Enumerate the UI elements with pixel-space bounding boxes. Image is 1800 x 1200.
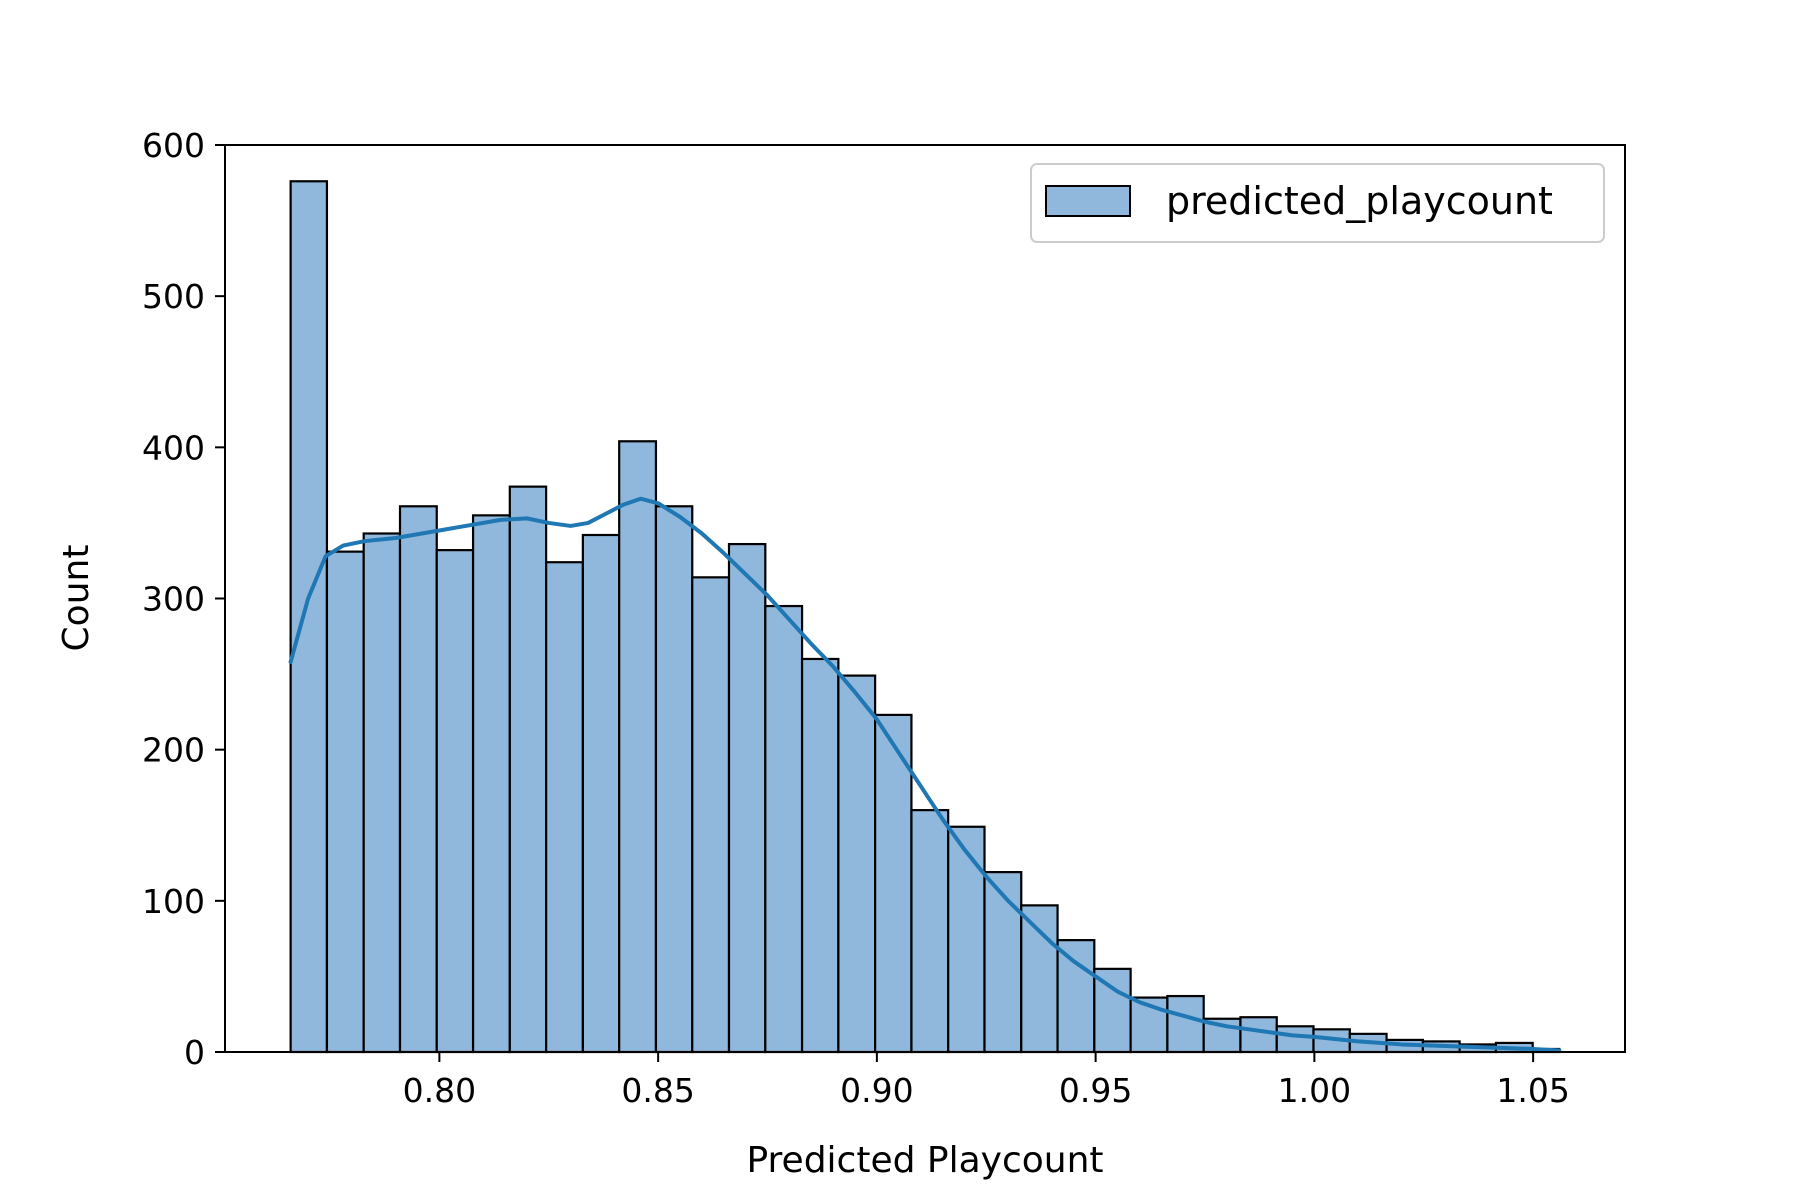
x-tick-label: 1.05: [1496, 1071, 1569, 1110]
x-tick-label: 0.80: [403, 1071, 476, 1110]
histogram-bar: [435, 549, 475, 1054]
histogram-bar: [618, 440, 658, 1054]
histogram-bar: [1093, 967, 1132, 1054]
y-tick-label: 600: [142, 126, 205, 165]
x-axis-ticks: 0.80 0.85 0.90 0.95 1.00 1.05: [403, 1052, 1570, 1110]
histogram-bar: [545, 561, 584, 1054]
histogram-bar: [471, 514, 511, 1054]
histogram-bar: [1166, 994, 1205, 1054]
histogram-bar: [983, 871, 1023, 1054]
kde-curve: [288, 496, 1562, 1053]
histogram-bar: [874, 713, 913, 1054]
legend-swatch: [1045, 185, 1131, 217]
x-tick-label: 0.95: [1059, 1071, 1132, 1110]
histogram-bar: [727, 542, 767, 1054]
histogram-bars: [289, 180, 1561, 1054]
histogram-bar: [362, 532, 402, 1054]
legend: predicted_playcount: [1030, 163, 1605, 243]
histogram-bar: [1020, 904, 1059, 1054]
y-tick-label: 400: [142, 428, 205, 467]
x-tick-label: 0.90: [840, 1071, 913, 1110]
x-tick-label: 0.85: [621, 1071, 694, 1110]
histogram-bar: [325, 550, 365, 1054]
y-axis-ticks: 0 100 200 300 400 500 600: [142, 126, 225, 1072]
histogram-bar: [581, 533, 621, 1054]
y-axis-title: Count: [56, 545, 97, 652]
x-axis-title: Predicted Playcount: [746, 1140, 1103, 1181]
y-tick-label: 100: [142, 882, 205, 921]
histogram-bar: [947, 825, 986, 1054]
y-tick-label: 200: [142, 731, 205, 770]
x-tick-label: 1.00: [1278, 1071, 1351, 1110]
y-tick-label: 300: [142, 580, 205, 619]
histogram-bar: [1056, 939, 1096, 1054]
y-tick-label: 500: [142, 277, 205, 316]
legend-frame: [1030, 163, 1605, 243]
histogram-bar: [1239, 1016, 1278, 1054]
legend-label: predicted_playcount: [1166, 179, 1553, 223]
histogram-bar: [654, 505, 694, 1054]
histogram-bar: [508, 485, 548, 1054]
histogram-bar: [398, 505, 438, 1054]
histogram-bar: [800, 657, 840, 1054]
y-tick-label: 0: [184, 1033, 205, 1072]
histogram-bar: [1275, 1025, 1315, 1054]
histogram-bar: [837, 674, 877, 1054]
histogram-bar: [764, 604, 804, 1054]
histogram-bar: [289, 180, 329, 1054]
histogram-bar: [691, 576, 731, 1054]
histogram-bar: [910, 809, 950, 1054]
